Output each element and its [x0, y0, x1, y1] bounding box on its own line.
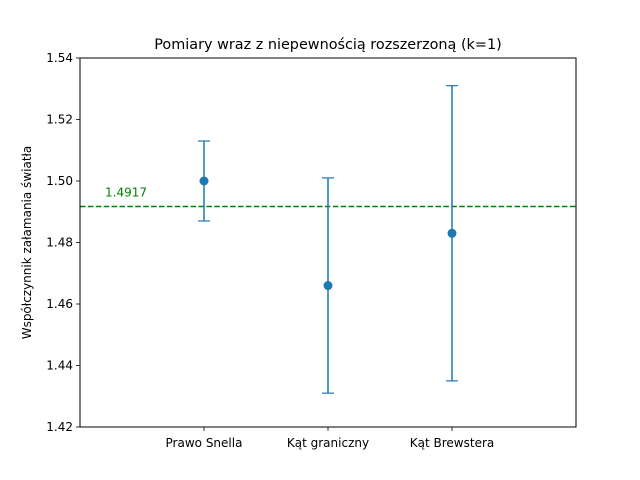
chart-title: Pomiary wraz z niepewnością rozszerzoną …	[154, 37, 501, 53]
y-tick-label: 1.48	[46, 236, 73, 250]
x-tick-label: Kąt Brewstera	[410, 436, 494, 450]
y-axis: 1.42 1.44 1.46 1.48 1.50 1.52 1.54	[46, 51, 80, 434]
x-tick-label: Kąt graniczny	[287, 436, 369, 450]
y-tick-label: 1.52	[46, 113, 73, 127]
x-tick-label: Prawo Snella	[166, 436, 243, 450]
y-axis-label: Współczynnik załamania światła	[20, 146, 34, 340]
data-point	[323, 281, 333, 291]
x-axis: Prawo Snella Kąt graniczny Kąt Brewstera	[166, 427, 494, 450]
y-tick-label: 1.44	[46, 359, 73, 373]
reference-line-label: 1.4917	[105, 186, 147, 200]
data-point	[199, 176, 209, 186]
y-tick-label: 1.42	[46, 420, 73, 434]
y-tick-label: 1.50	[46, 174, 73, 188]
y-tick-label: 1.46	[46, 297, 73, 311]
y-tick-label: 1.54	[46, 51, 73, 65]
data-point	[447, 228, 457, 238]
